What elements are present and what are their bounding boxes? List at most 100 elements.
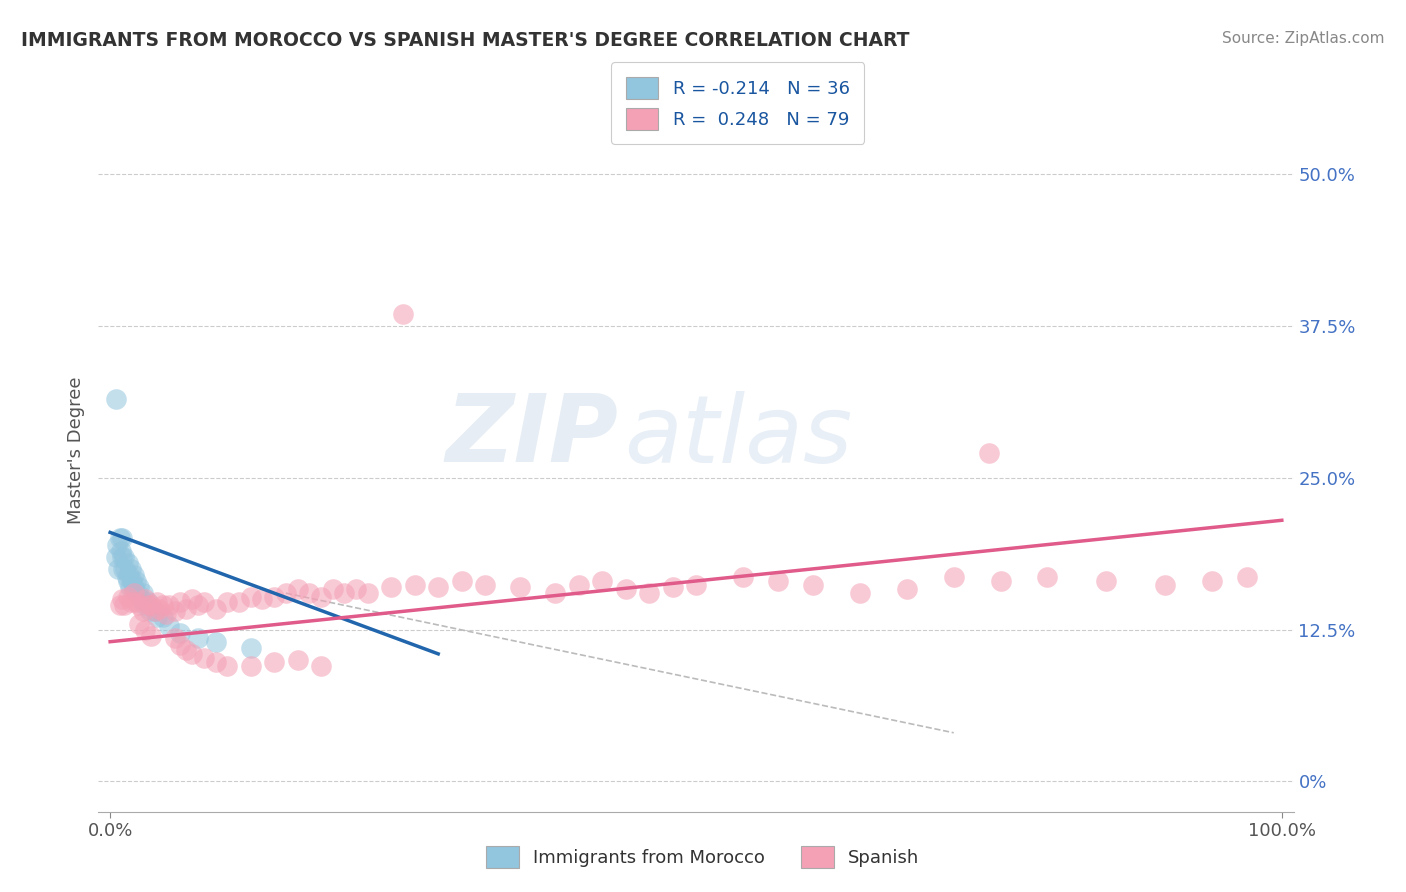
Point [344, 582, 367, 597]
Point [1095, 574, 1118, 588]
Point [169, 638, 191, 652]
Point [152, 599, 174, 613]
Point [685, 577, 707, 591]
Point [1153, 577, 1175, 591]
Point [228, 594, 250, 608]
Point [146, 594, 169, 608]
Point [169, 594, 191, 608]
Point [187, 631, 209, 645]
Point [204, 602, 226, 616]
Point [217, 594, 239, 608]
Point [122, 586, 145, 600]
Point [322, 582, 344, 597]
Point [591, 574, 613, 588]
Point [128, 580, 150, 594]
Point [146, 610, 169, 624]
Point [117, 574, 139, 588]
Point [380, 580, 402, 594]
Point [309, 590, 332, 604]
Point [544, 586, 567, 600]
Point [731, 570, 754, 584]
Point [107, 562, 129, 576]
Point [121, 574, 143, 588]
Point [111, 549, 134, 564]
Point [990, 574, 1012, 588]
Point [287, 582, 309, 597]
Point [766, 574, 789, 588]
Point [181, 647, 204, 661]
Point [263, 656, 285, 670]
Point [942, 570, 965, 584]
Text: atlas: atlas [624, 391, 852, 482]
Text: IMMIGRANTS FROM MOROCCO VS SPANISH MASTER'S DEGREE CORRELATION CHART: IMMIGRANTS FROM MOROCCO VS SPANISH MASTE… [21, 31, 910, 50]
Point [117, 556, 139, 570]
Point [239, 590, 262, 604]
Point [112, 549, 135, 564]
Point [801, 577, 824, 591]
Point [143, 604, 166, 618]
Point [1201, 574, 1223, 588]
Point [108, 599, 131, 613]
Text: Source: ZipAtlas.com: Source: ZipAtlas.com [1222, 31, 1385, 46]
Point [115, 570, 138, 584]
Point [450, 574, 472, 588]
Point [169, 626, 191, 640]
Point [309, 659, 332, 673]
Point [143, 604, 166, 618]
Point [163, 631, 186, 645]
Point [105, 549, 128, 564]
Point [125, 594, 148, 608]
Point [152, 610, 174, 624]
Point [287, 653, 309, 667]
Point [108, 532, 131, 546]
Point [125, 574, 148, 588]
Point [357, 586, 380, 600]
Point [239, 659, 262, 673]
Point [568, 577, 591, 591]
Point [110, 543, 132, 558]
Point [204, 634, 226, 648]
Point [977, 446, 1000, 460]
Point [849, 586, 872, 600]
Point [128, 599, 150, 613]
Point [217, 659, 239, 673]
Point [427, 580, 450, 594]
Point [127, 586, 149, 600]
Point [129, 592, 152, 607]
Point [614, 582, 637, 597]
Text: ZIP: ZIP [446, 390, 619, 482]
Point [105, 538, 128, 552]
Point [120, 594, 142, 608]
Point [474, 577, 496, 591]
Point [136, 594, 159, 608]
Point [111, 592, 134, 607]
Point [404, 577, 426, 591]
Point [333, 586, 356, 600]
Point [263, 590, 285, 604]
Point [111, 532, 134, 546]
Point [148, 602, 170, 616]
Point [141, 629, 163, 643]
Point [157, 599, 180, 613]
Point [134, 623, 156, 637]
Legend: Immigrants from Morocco, Spanish: Immigrants from Morocco, Spanish [475, 835, 931, 879]
Point [118, 568, 141, 582]
Point [120, 562, 142, 576]
Point [114, 562, 136, 576]
Point [252, 592, 274, 607]
Point [239, 640, 262, 655]
Point [638, 586, 661, 600]
Point [509, 580, 531, 594]
Point [204, 656, 226, 670]
Point [132, 604, 155, 618]
Point [117, 590, 139, 604]
Point [193, 594, 215, 608]
Point [274, 586, 297, 600]
Point [120, 580, 141, 594]
Point [157, 619, 180, 633]
Point [134, 599, 156, 613]
Point [1036, 570, 1059, 584]
Point [298, 586, 321, 600]
Point [141, 599, 163, 613]
Point [112, 599, 135, 613]
